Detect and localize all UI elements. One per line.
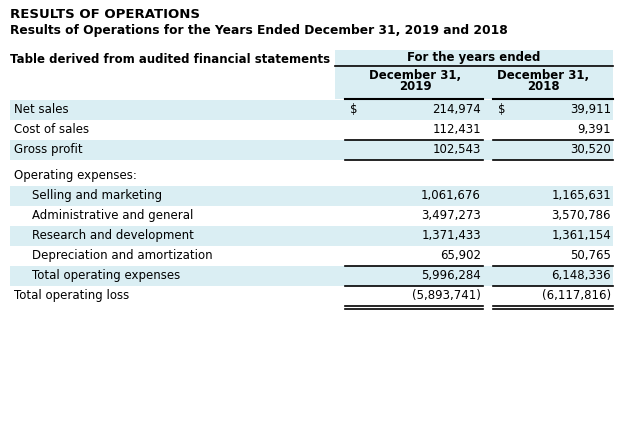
Text: December 31,: December 31, (369, 69, 461, 82)
Text: Research and development: Research and development (32, 229, 194, 242)
Bar (10, 226, 613, 246)
Text: Results of Operations for the Years Ended December 31, 2019 and 2018: Results of Operations for the Years Ende… (10, 24, 508, 37)
Text: (6,117,816): (6,117,816) (542, 289, 611, 302)
Bar (10, 140, 613, 160)
Text: 2018: 2018 (526, 80, 559, 93)
Text: Net sales: Net sales (14, 103, 69, 116)
Text: 112,431: 112,431 (432, 123, 481, 136)
Text: Depreciation and amortization: Depreciation and amortization (32, 249, 213, 262)
Bar (10, 266, 613, 286)
Text: Administrative and general: Administrative and general (32, 209, 193, 222)
Bar (335, 50, 613, 66)
Text: 5,996,284: 5,996,284 (421, 269, 481, 282)
Text: 30,520: 30,520 (570, 143, 611, 156)
Text: Gross profit: Gross profit (14, 143, 82, 156)
Text: 1,165,631: 1,165,631 (551, 189, 611, 202)
Text: Table derived from audited financial statements: Table derived from audited financial sta… (10, 53, 330, 66)
Text: 1,361,154: 1,361,154 (551, 229, 611, 242)
Text: 102,543: 102,543 (433, 143, 481, 156)
Text: RESULTS OF OPERATIONS: RESULTS OF OPERATIONS (10, 8, 200, 21)
Text: December 31,: December 31, (497, 69, 589, 82)
Text: $: $ (350, 103, 358, 116)
Text: 39,911: 39,911 (570, 103, 611, 116)
Text: Selling and marketing: Selling and marketing (32, 189, 162, 202)
Text: 214,974: 214,974 (432, 103, 481, 116)
Bar (10, 120, 613, 140)
Bar (10, 166, 613, 186)
Bar (335, 67, 613, 99)
Text: Cost of sales: Cost of sales (14, 123, 89, 136)
Text: 9,391: 9,391 (577, 123, 611, 136)
Text: 2019: 2019 (399, 80, 432, 93)
Text: 3,570,786: 3,570,786 (552, 209, 611, 222)
Text: (5,893,741): (5,893,741) (412, 289, 481, 302)
Text: Operating expenses:: Operating expenses: (14, 169, 137, 182)
Text: 6,148,336: 6,148,336 (551, 269, 611, 282)
Text: 1,371,433: 1,371,433 (422, 229, 481, 242)
Bar (10, 286, 613, 306)
Text: 65,902: 65,902 (440, 249, 481, 262)
Bar (10, 246, 613, 266)
Text: 3,497,273: 3,497,273 (421, 209, 481, 222)
Text: $: $ (498, 103, 505, 116)
Bar (10, 100, 613, 120)
Bar (10, 206, 613, 226)
Text: 1,061,676: 1,061,676 (421, 189, 481, 202)
Text: 50,765: 50,765 (570, 249, 611, 262)
Text: For the years ended: For the years ended (407, 51, 541, 64)
Text: Total operating expenses: Total operating expenses (32, 269, 180, 282)
Text: Total operating loss: Total operating loss (14, 289, 129, 302)
Bar (10, 186, 613, 206)
